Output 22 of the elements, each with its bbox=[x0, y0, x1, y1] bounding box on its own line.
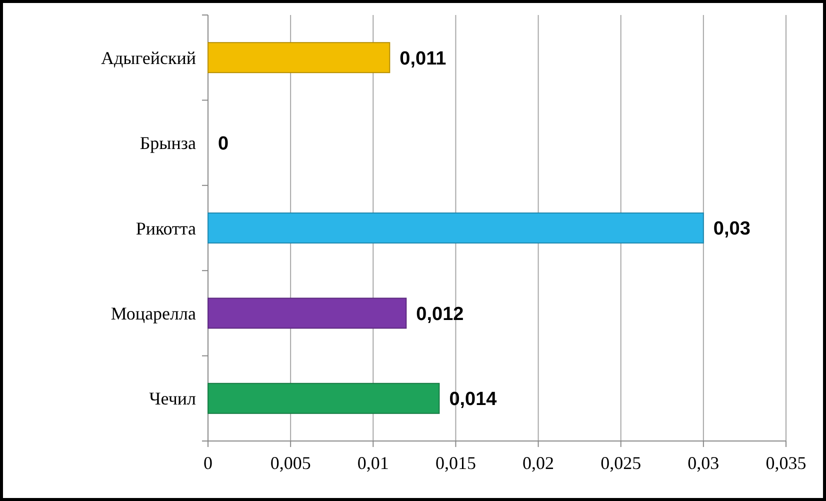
data-label: 0,03 bbox=[713, 218, 750, 240]
y-tick-label: Брынза bbox=[140, 133, 196, 154]
bar bbox=[208, 382, 440, 414]
x-tick-label: 0,005 bbox=[270, 453, 311, 473]
bar bbox=[208, 42, 390, 74]
bar bbox=[208, 212, 704, 244]
y-tick-label: Моцарелла bbox=[110, 304, 196, 324]
x-tick-label: 0,025 bbox=[600, 453, 642, 473]
data-label: 0,014 bbox=[449, 389, 498, 410]
bar bbox=[208, 298, 407, 329]
x-tick-label: 0,03 bbox=[688, 453, 720, 473]
data-label: 0 bbox=[218, 133, 229, 154]
x-tick-label: 0,015 bbox=[435, 453, 476, 473]
x-tick-label: 0,035 bbox=[766, 453, 806, 473]
x-tick-label: 0,02 bbox=[522, 453, 554, 473]
y-tick-label: Рикотта bbox=[136, 218, 196, 238]
data-label: 0,011 bbox=[400, 48, 447, 70]
y-tick-label: Адыгейский bbox=[100, 48, 196, 68]
y-tick-label: Чечил bbox=[149, 388, 196, 409]
data-label: 0,012 bbox=[416, 304, 464, 325]
x-tick-label: 0,01 bbox=[357, 453, 389, 473]
x-tick-label: 0 bbox=[204, 453, 212, 473]
